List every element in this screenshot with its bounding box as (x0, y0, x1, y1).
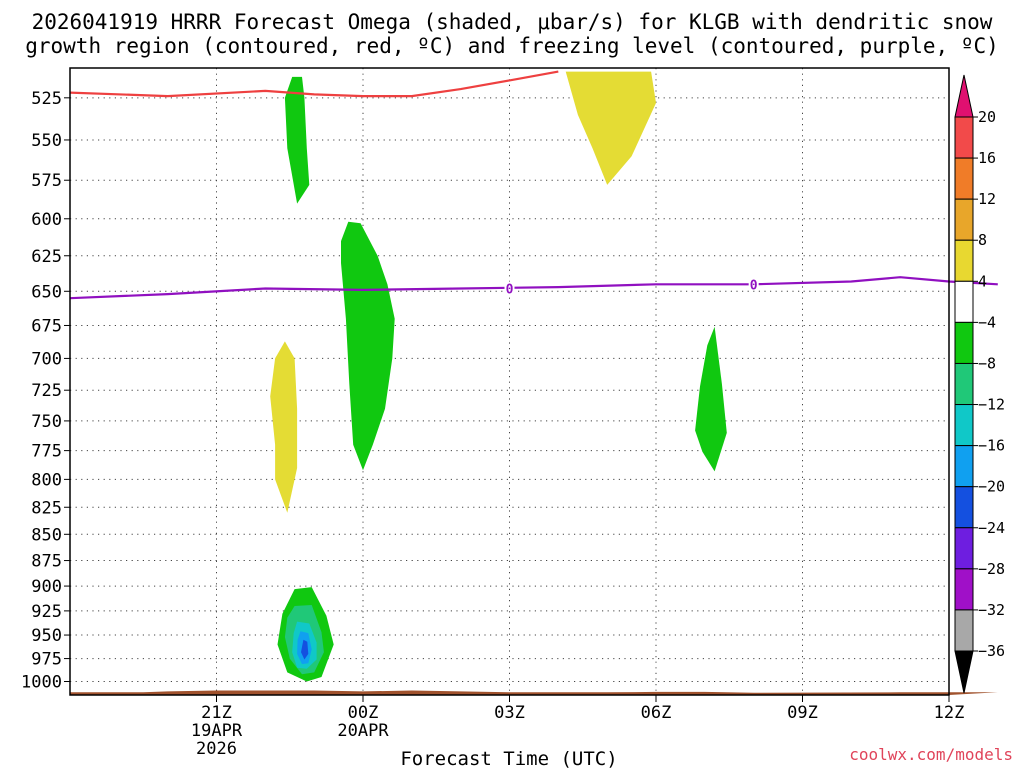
omega-region (284, 76, 310, 204)
colorbar-label: −4 (978, 313, 996, 331)
colorbar-label: −8 (978, 354, 996, 372)
omega-shading-layer (270, 71, 727, 682)
colorbar-label: 4 (978, 272, 987, 290)
colorbar-segment (954, 568, 974, 611)
colorbar: 20 16 12 8 4 −4 −8 −12 −16 −20 −24 −28 −32 −36 (954, 74, 1005, 694)
y-axis-ticks: 525 550 575 600 625 650 675 700 725 750 775 800 825 8… (21, 89, 70, 693)
y-tick-label: 800 (31, 470, 62, 490)
colorbar-segment (954, 280, 974, 323)
colorbar-segment (954, 362, 974, 406)
colorbar-segment (954, 527, 974, 570)
y-tick-label: 975 (31, 650, 62, 670)
colorbar-label: −24 (978, 519, 1005, 537)
terrain-fill (70, 690, 998, 695)
grid-layer (70, 68, 950, 695)
colorbar-label: 8 (978, 231, 987, 249)
colorbar-bottom-arrow (954, 650, 974, 694)
colorbar-segment (954, 321, 974, 364)
colorbar-label: −32 (978, 601, 1005, 619)
x-tick-label: 09Z (787, 703, 818, 723)
y-tick-label: 850 (31, 525, 62, 545)
y-tick-label: 625 (31, 247, 62, 267)
colorbar-label: −36 (978, 642, 1005, 660)
omega-region (565, 71, 656, 185)
dendritic-growth-contour (69, 70, 559, 98)
y-tick-label: 675 (31, 316, 62, 336)
credit-text: coolwx.com/models (849, 745, 1013, 764)
y-tick-label: 1000 (21, 673, 62, 693)
x-tick-label: 03Z (494, 703, 525, 723)
omega-region (301, 639, 309, 660)
y-tick-label: 950 (31, 626, 62, 646)
chart-title-line1: 2026041919 HRRR Forecast Omega (shaded, … (32, 10, 993, 34)
colorbar-label: −28 (978, 560, 1005, 578)
y-tick-label: 600 (31, 210, 62, 230)
y-tick-label: 525 (31, 89, 62, 109)
y-tick-label: 575 (31, 171, 62, 191)
colorbar-label: 16 (978, 149, 996, 167)
y-tick-label: 875 (31, 552, 62, 572)
x-tick-label: 12Z (934, 703, 965, 723)
y-tick-label: 925 (31, 602, 62, 622)
freezing-level-label: 0 (750, 278, 758, 293)
colorbar-top-arrow (954, 74, 974, 118)
y-tick-label: 900 (31, 577, 62, 597)
x-tick-date-label: 19APR (191, 721, 243, 741)
colorbar-label: 20 (978, 108, 996, 126)
x-tick-year-label: 2026 (196, 739, 237, 759)
colorbar-segment (954, 486, 974, 529)
colorbar-segment (954, 445, 974, 488)
y-tick-label: 650 (31, 282, 62, 302)
freezing-label-bg (748, 277, 759, 291)
colorbar-label: 12 (978, 190, 996, 208)
y-tick-label: 775 (31, 442, 62, 462)
colorbar-label: −16 (978, 437, 1005, 455)
x-tick-date-label: 20APR (337, 721, 389, 741)
y-tick-label: 825 (31, 498, 62, 518)
colorbar-segment (954, 239, 974, 282)
colorbar-label: −12 (978, 396, 1005, 414)
y-tick-label: 750 (31, 412, 62, 432)
omega-region (695, 326, 727, 472)
y-tick-label: 725 (31, 381, 62, 401)
colorbar-label: −20 (978, 478, 1005, 496)
x-tick-label: 06Z (641, 703, 672, 723)
freezing-level-label: 0 (506, 282, 514, 297)
x-tick-label: 21Z (201, 703, 232, 723)
colorbar-segment (954, 116, 974, 159)
omega-region (341, 221, 395, 471)
colorbar-segment (954, 157, 974, 200)
x-axis-label: Forecast Time (UTC) (400, 748, 617, 768)
omega-region (270, 341, 298, 513)
freezing-label-bg (504, 281, 515, 295)
colorbar-segment (954, 404, 974, 447)
y-tick-label: 550 (31, 131, 62, 151)
chart-title-line2: growth region (contoured, red, ºC) and f… (25, 34, 999, 58)
colorbar-segment (954, 198, 974, 241)
freezing-level-contour (69, 276, 998, 300)
colorbar-segment (954, 609, 974, 652)
terrain-layer (70, 690, 998, 695)
x-tick-label: 00Z (348, 703, 379, 723)
y-tick-label: 700 (31, 349, 62, 369)
